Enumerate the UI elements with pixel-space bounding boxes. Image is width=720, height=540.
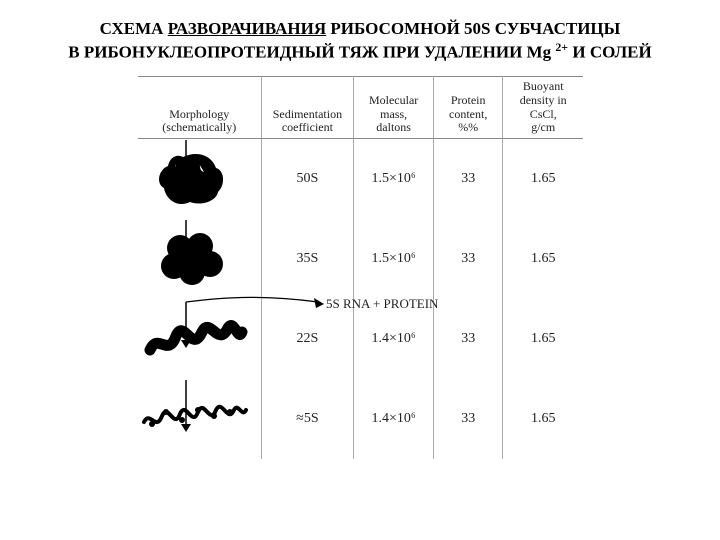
mass-0: 1.5×10⁶	[354, 139, 434, 220]
hdr-p1: Protein	[451, 93, 486, 107]
hdr-morph2: (schematically)	[162, 120, 236, 134]
hdr-b2: density in CsCl,	[520, 93, 567, 121]
hdr-morph1: Morphology	[169, 107, 229, 121]
title-line1-b: РИБОСОМНОЙ 50S СУБЧАСТИЦЫ	[326, 19, 620, 38]
arrow-2-branch	[168, 296, 348, 356]
prot-1: 33	[433, 219, 502, 299]
morph-cell-1	[138, 219, 261, 299]
title-line2-sup: 2+	[555, 40, 568, 54]
diagram-area: Morphology (schematically) Sedimentation…	[138, 76, 583, 459]
col-sedimentation: Sedimentation coefficient	[261, 77, 354, 139]
arrow-3	[176, 376, 196, 436]
hdr-m2: mass,	[380, 107, 407, 121]
mass-1: 1.5×10⁶	[354, 219, 434, 299]
col-morphology: Morphology (schematically)	[138, 77, 261, 139]
hdr-m3: daltons	[376, 120, 411, 134]
mass-3: 1.4×10⁶	[354, 379, 434, 459]
sed-1: 35S	[261, 219, 354, 299]
table-row: 35S 1.5×10⁶ 33 1.65	[138, 219, 583, 299]
morph-cell-3	[138, 379, 261, 459]
hdr-p3: %%	[458, 120, 478, 134]
table-row: ≈5S 1.4×10⁶ 33 1.65	[138, 379, 583, 459]
prot-0: 33	[433, 139, 502, 220]
col-protein: Protein content, %%	[433, 77, 502, 139]
title-line1-a: СХЕМА	[100, 19, 168, 38]
buoy-0: 1.65	[503, 139, 583, 220]
sed-0: 50S	[261, 139, 354, 220]
title-line2-b: И СОЛЕЙ	[568, 43, 652, 62]
table-row: 50S 1.5×10⁶ 33 1.65	[138, 139, 583, 220]
branch-label: 5S RNA + PROTEIN	[326, 296, 438, 312]
col-buoyant: Buoyant density in CsCl, g/cm	[503, 77, 583, 139]
title-line2-a: В РИБОНУКЛЕОПРОТЕИДНЫЙ ТЯЖ ПРИ УДАЛЕНИИ …	[68, 43, 555, 62]
buoy-3: 1.65	[503, 379, 583, 459]
arrow-0	[176, 136, 196, 192]
arrow-1	[176, 216, 196, 272]
prot-2: 33	[433, 299, 502, 379]
data-table: Morphology (schematically) Sedimentation…	[138, 76, 583, 459]
hdr-p2: content,	[449, 107, 487, 121]
buoy-2: 1.65	[503, 299, 583, 379]
sed-3: ≈5S	[261, 379, 354, 459]
buoy-1: 1.65	[503, 219, 583, 299]
title-line1-u: РАЗВОРАЧИВАНИЯ	[168, 19, 326, 38]
morph-cell-0	[138, 139, 261, 220]
hdr-b3: g/cm	[531, 120, 555, 134]
col-mass: Molecular mass, daltons	[354, 77, 434, 139]
hdr-sed1: Sedimentation	[273, 107, 342, 121]
hdr-b1: Buoyant	[523, 79, 564, 93]
page-title: СХЕМА РАЗВОРАЧИВАНИЯ РИБОСОМНОЙ 50S СУБЧ…	[0, 0, 720, 64]
hdr-m1: Molecular	[369, 93, 418, 107]
prot-3: 33	[433, 379, 502, 459]
hdr-sed2: coefficient	[282, 120, 333, 134]
